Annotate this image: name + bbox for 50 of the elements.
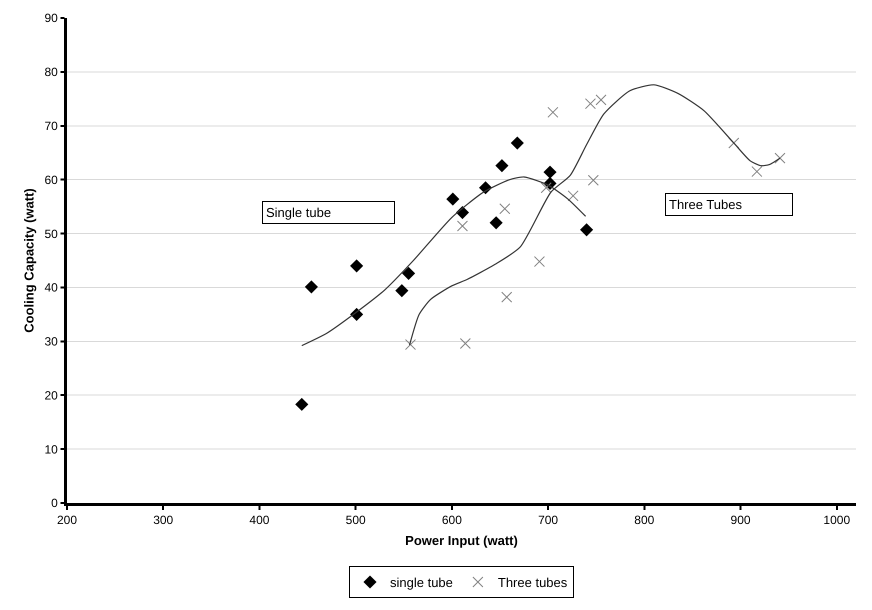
point (540, 182, 552, 194)
point (305, 280, 318, 294)
legend-label: single tube (390, 575, 453, 590)
y-tick-label: 20 (44, 388, 58, 402)
x-tick-label: 600 (442, 513, 462, 528)
point (510, 136, 524, 150)
y-tick-label: 50 (44, 226, 58, 241)
point (499, 203, 510, 214)
point (456, 220, 468, 232)
x-tick-label: 400 (249, 513, 270, 528)
legend-label: Three tubes (498, 575, 568, 590)
point (544, 166, 556, 178)
point (584, 98, 596, 110)
point (405, 339, 416, 350)
point (402, 267, 415, 280)
point (534, 256, 545, 268)
point (547, 106, 558, 118)
y-tick-label: 90 (44, 11, 58, 26)
x-tick-label: 700 (538, 513, 558, 528)
point (588, 174, 599, 186)
point (568, 190, 579, 202)
point (446, 192, 460, 206)
x-tick-label: 900 (730, 513, 751, 528)
point (460, 338, 471, 349)
point (501, 292, 512, 303)
point (751, 166, 762, 178)
y-tick-label: 0 (51, 496, 58, 510)
x-tick-label: 300 (153, 513, 174, 528)
x-axis-title: Power Input (watt) (405, 532, 518, 548)
point (496, 159, 508, 172)
y-tick-label: 10 (44, 442, 58, 456)
y-tick-label: 70 (44, 118, 58, 133)
y-tick-label: 30 (44, 334, 58, 349)
point (395, 284, 408, 298)
point (490, 216, 502, 230)
y-axis-title: Cooling Capacity (watt) (21, 188, 36, 333)
annotation: Three Tubes (669, 197, 742, 212)
y-tick-label: 40 (44, 280, 58, 295)
x-tick-label: 1000 (823, 513, 850, 528)
y-tick-label: 60 (44, 172, 58, 187)
point (350, 260, 363, 272)
point (580, 223, 593, 236)
x-tick-label: 200 (56, 513, 78, 528)
annotation: Single tube (266, 205, 332, 220)
x-tick-label: 800 (634, 513, 655, 528)
x-tick-label: 500 (346, 513, 366, 528)
point (596, 94, 607, 106)
y-tick-label: 80 (44, 65, 58, 80)
point (774, 152, 786, 164)
point (295, 398, 308, 411)
